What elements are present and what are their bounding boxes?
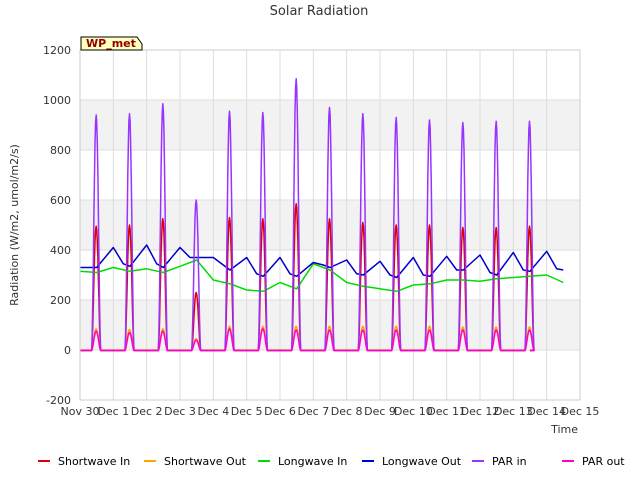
legend-label: PAR out: [582, 455, 625, 468]
plot-frame: [79, 49, 581, 401]
legend-label: Longwave Out: [382, 455, 462, 468]
y-tick-label: 1200: [43, 44, 71, 57]
site-badge: WP_met: [80, 36, 143, 51]
x-tick-label: Dec 13: [494, 405, 533, 418]
x-tick-label: Dec 2: [131, 405, 163, 418]
legend-label: Shortwave In: [58, 455, 130, 468]
y-axis-title: Radiation (W/m2, umol/m2/s): [8, 144, 21, 306]
series-line-par-out: [80, 328, 535, 352]
plot-band: [80, 300, 580, 350]
x-tick-label: Dec 11: [427, 405, 466, 418]
site-badge-label: WP_met: [86, 37, 136, 50]
y-tick-label: 1000: [43, 94, 71, 107]
x-tick-label: Dec 4: [197, 405, 229, 418]
chart-title: Solar Radiation: [270, 4, 369, 19]
x-tick-label: Dec 9: [364, 405, 396, 418]
legend-label: Longwave In: [278, 455, 347, 468]
y-tick-label: 0: [64, 344, 71, 357]
legend: Shortwave In Shortwave Out Longwave In Long…: [38, 455, 625, 468]
x-tick-label: Dec 15: [561, 405, 600, 418]
x-tick-label: Dec 8: [331, 405, 363, 418]
x-tick-label: Dec 7: [297, 405, 329, 418]
x-axis-title: Time: [550, 423, 578, 436]
x-tick-label: Dec 1: [97, 405, 129, 418]
x-tick-label: Dec 5: [231, 405, 263, 418]
x-tick-label: Dec 14: [527, 405, 566, 418]
series-layer: [79, 78, 564, 352]
y-tick-label: 600: [50, 194, 71, 207]
x-tick-label: Dec 12: [461, 405, 500, 418]
x-tick-label: Dec 6: [264, 405, 296, 418]
legend-label: PAR in: [492, 455, 527, 468]
y-tick-label: 400: [50, 244, 71, 257]
y-tick-label: -200: [46, 394, 71, 407]
y-axis-ticks: -200 0 200 400 600 800 1000 1200: [43, 44, 71, 407]
y-tick-label: 800: [50, 144, 71, 157]
x-tick-label: Dec 10: [394, 405, 433, 418]
y-tick-label: 200: [50, 294, 71, 307]
x-tick-label: Dec 3: [164, 405, 196, 418]
x-tick-label: Nov 30: [61, 405, 100, 418]
legend-label: Shortwave Out: [164, 455, 247, 468]
